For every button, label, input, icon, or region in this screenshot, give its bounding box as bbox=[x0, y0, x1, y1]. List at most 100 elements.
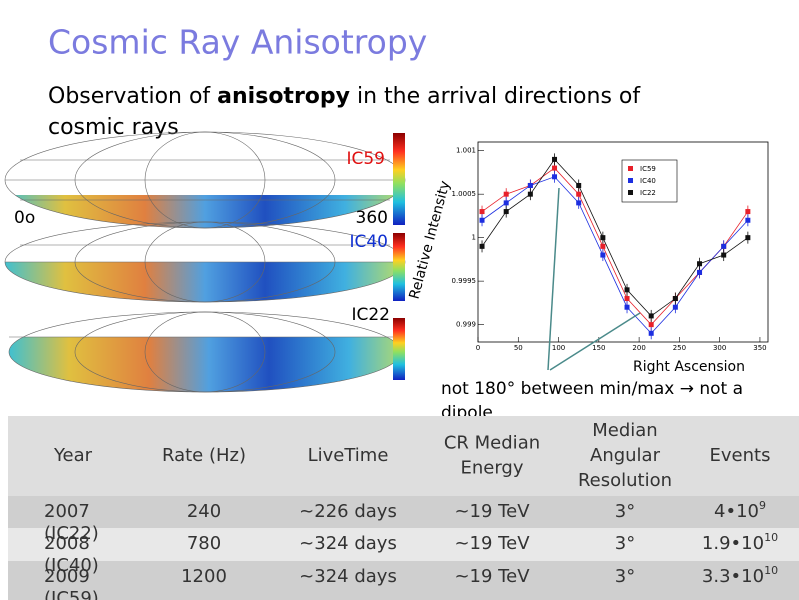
color-scale bbox=[393, 318, 405, 380]
data-point bbox=[527, 182, 533, 188]
legend-marker bbox=[628, 190, 633, 195]
data-point bbox=[552, 165, 558, 171]
data-point bbox=[503, 191, 509, 197]
legend-label: IC59 bbox=[640, 165, 656, 173]
y-tick-label: 1.001 bbox=[456, 147, 476, 155]
trend-line bbox=[481, 158, 749, 317]
y-tick-label: 1 bbox=[472, 234, 476, 242]
data-point bbox=[648, 322, 654, 328]
table-header: CR Median bbox=[444, 433, 540, 454]
x-tick-label: 250 bbox=[673, 344, 686, 352]
events-exponent: 9 bbox=[759, 499, 766, 512]
data-point bbox=[721, 243, 727, 249]
x-tick-label: 50 bbox=[514, 344, 523, 352]
data-point bbox=[721, 252, 727, 258]
x-tick-label: 300 bbox=[713, 344, 726, 352]
table-cell: (IC22) bbox=[44, 523, 99, 544]
table-header: Rate (Hz) bbox=[162, 445, 246, 466]
legend-label: IC40 bbox=[640, 177, 656, 185]
subtitle-bold: anisotropy bbox=[217, 84, 350, 109]
ra-label: 0o bbox=[14, 208, 35, 228]
trend-line bbox=[481, 176, 749, 334]
table-cell: 2009 bbox=[44, 566, 90, 587]
events-mantissa: 3.3•10 bbox=[702, 566, 764, 587]
data-point bbox=[600, 235, 606, 241]
color-scale bbox=[393, 233, 405, 301]
subtitle: Observation of anisotropy in the arrival… bbox=[48, 84, 641, 109]
table-header: Median bbox=[592, 420, 657, 441]
legend-marker bbox=[628, 178, 633, 183]
table-cell: 3° bbox=[615, 501, 635, 522]
subtitle-part: Observation of bbox=[48, 84, 217, 109]
table-row-bg bbox=[8, 496, 799, 528]
data-point bbox=[648, 313, 654, 319]
data-point bbox=[503, 200, 509, 206]
table-header: Events bbox=[710, 445, 771, 466]
x-tick-label: 350 bbox=[753, 344, 766, 352]
data-point bbox=[697, 269, 703, 275]
y-tick-label: 0.999 bbox=[456, 321, 476, 329]
subtitle-line: cosmic rays bbox=[48, 115, 179, 140]
y-axis-label: Relative Intensity bbox=[407, 179, 454, 301]
data-point bbox=[624, 287, 630, 293]
map-label: IC40 bbox=[349, 232, 388, 252]
events-exponent: 10 bbox=[764, 531, 778, 544]
table-cell: 240 bbox=[187, 501, 221, 522]
arrow bbox=[547, 187, 560, 371]
table-cell: (IC40) bbox=[44, 555, 99, 576]
table-cell: 2007 bbox=[44, 501, 90, 522]
table-header: LiveTime bbox=[308, 445, 389, 466]
data-point bbox=[624, 304, 630, 310]
x-tick-label: 200 bbox=[632, 344, 645, 352]
data-point bbox=[576, 200, 582, 206]
data-point bbox=[745, 209, 751, 215]
annotation: not 180° between min/max → not a bbox=[441, 379, 743, 399]
table-cell: 3° bbox=[615, 566, 635, 587]
table-cell: ~19 TeV bbox=[454, 533, 530, 554]
slide-title: Cosmic Ray Anisotropy bbox=[48, 23, 427, 62]
table-cell: (IC59) bbox=[44, 588, 99, 600]
subtitle-part: in the arrival directions of bbox=[350, 84, 641, 109]
events-mantissa: 4•10 bbox=[714, 501, 759, 522]
legend-label: IC22 bbox=[640, 189, 656, 197]
data-point bbox=[745, 235, 751, 241]
table-cell: 3° bbox=[615, 533, 635, 554]
table-cell: 2008 bbox=[44, 533, 90, 554]
data-point bbox=[479, 209, 485, 215]
table-header: Angular bbox=[590, 445, 661, 466]
table-cell: 3.3•1010 bbox=[702, 564, 778, 587]
data-point bbox=[697, 261, 703, 267]
data-point bbox=[503, 209, 509, 215]
map-label: IC22 bbox=[351, 305, 390, 325]
data-point bbox=[648, 330, 654, 336]
x-axis-label: Right Ascension bbox=[633, 359, 745, 375]
table-cell: ~226 days bbox=[299, 501, 397, 522]
data-point bbox=[672, 304, 678, 310]
events-exponent: 10 bbox=[764, 564, 778, 577]
legend-marker bbox=[628, 166, 633, 171]
data-point bbox=[552, 156, 558, 162]
table-row-bg bbox=[8, 561, 799, 600]
x-tick-label: 100 bbox=[552, 344, 565, 352]
x-tick-label: 0 bbox=[476, 344, 480, 352]
table-cell: 1.9•1010 bbox=[702, 531, 778, 554]
table-row-bg bbox=[8, 528, 799, 561]
table-cell: ~19 TeV bbox=[454, 501, 530, 522]
table-header-bg bbox=[8, 416, 799, 496]
data-point bbox=[552, 174, 558, 180]
table-cell: ~19 TeV bbox=[454, 566, 530, 587]
table-cell: ~324 days bbox=[299, 566, 397, 587]
table-cell: ~324 days bbox=[299, 533, 397, 554]
y-tick-label: 0.9995 bbox=[452, 277, 477, 285]
events-mantissa: 1.9•10 bbox=[702, 533, 764, 554]
map-label: IC59 bbox=[346, 149, 385, 169]
y-tick-label: 1.0005 bbox=[452, 190, 477, 198]
data-point bbox=[479, 217, 485, 223]
data-point bbox=[672, 296, 678, 302]
data-point bbox=[479, 243, 485, 249]
data-point bbox=[600, 243, 606, 249]
table-cell: 780 bbox=[187, 533, 221, 554]
skymap bbox=[4, 131, 406, 393]
data-point bbox=[527, 191, 533, 197]
